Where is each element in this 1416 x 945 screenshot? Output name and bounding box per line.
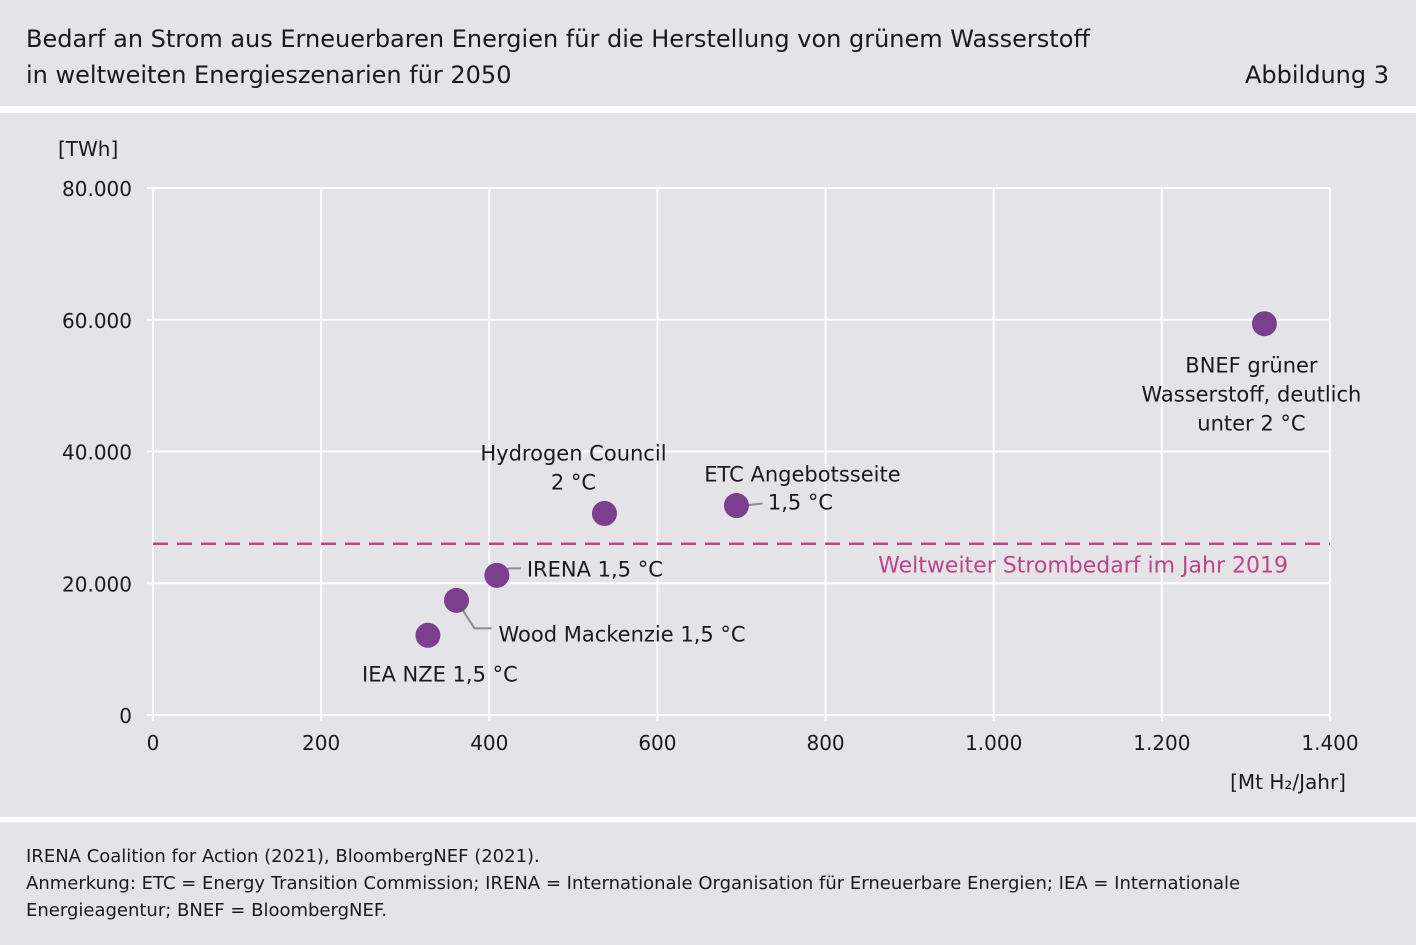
data-point-label: BNEF grüner: [1185, 354, 1318, 378]
chart-title-line-1: Bedarf an Strom aus Erneuerbaren Energie…: [26, 25, 1090, 53]
data-point-label: 2 °C: [551, 470, 596, 494]
x-tick-label: 0: [147, 731, 160, 755]
data-point-label: Wasserstoff, deutlich: [1141, 383, 1361, 407]
data-point-label: IEA NZE 1,5 °C: [362, 662, 518, 686]
abbreviation-note-line-1: Anmerkung: ETC = Energy Transition Commi…: [26, 873, 1241, 894]
data-point: [591, 500, 617, 526]
reference-line-label: Weltweiter Strombedarf im Jahr 2019: [878, 554, 1288, 579]
data-point-label: Hydrogen Council: [480, 441, 666, 465]
data-point: [723, 493, 749, 519]
x-tick-label: 1.200: [1133, 731, 1190, 755]
chart-title-line-2: in weltweiten Energieszenarien für 2050: [26, 61, 512, 89]
data-point: [484, 562, 510, 588]
data-point-label: 1,5 °C: [768, 491, 833, 515]
data-point-label: unter 2 °C: [1197, 412, 1305, 436]
data-point-label: ETC Angebotsseite: [704, 463, 900, 487]
source-note: IRENA Coalition for Action (2021), Bloom…: [26, 846, 540, 867]
data-point: [415, 622, 441, 648]
data-point: [443, 587, 469, 613]
x-tick-label: 1.400: [1301, 731, 1358, 755]
chart-panel: [0, 113, 1416, 817]
data-point-label: Wood Mackenzie 1,5 °C: [498, 622, 745, 646]
header-band: [0, 0, 1416, 106]
abbreviation-note-line-2: Energieagentur; BNEF = BloombergNEF.: [26, 900, 388, 921]
y-tick-label: 80.000: [62, 177, 132, 201]
y-axis-label: [TWh]: [58, 137, 118, 161]
figure-number: Abbildung 3: [1244, 61, 1389, 89]
data-point-label: IRENA 1,5 °C: [527, 557, 663, 581]
x-tick-label: 800: [806, 731, 844, 755]
x-tick-label: 400: [470, 731, 508, 755]
y-tick-label: 20.000: [62, 572, 132, 596]
x-tick-label: 1.000: [965, 731, 1022, 755]
x-axis-label: [Mt H₂/Jahr]: [1230, 770, 1346, 794]
y-tick-label: 60.000: [62, 309, 132, 333]
y-tick-label: 0: [119, 704, 132, 728]
footer-band: [0, 822, 1416, 945]
x-tick-label: 600: [638, 731, 676, 755]
data-point: [1251, 311, 1277, 337]
y-tick-label: 40.000: [62, 441, 132, 465]
x-tick-label: 200: [302, 731, 340, 755]
